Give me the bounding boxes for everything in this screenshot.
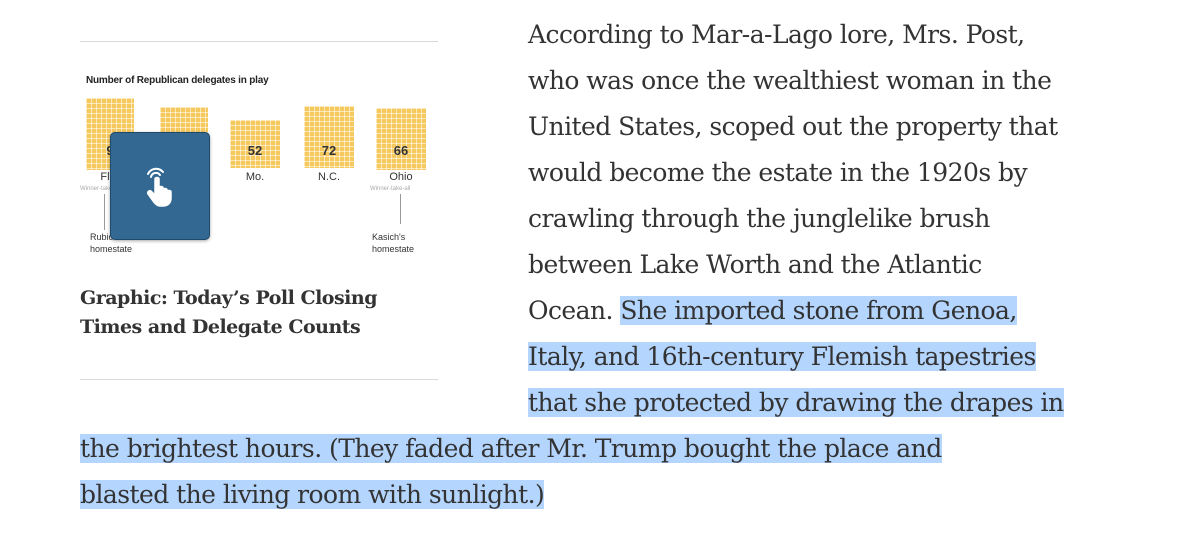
paragraph-line: According to Mar-a-Lago lore, Mrs. Post, [528,20,1025,49]
divider-bottom [80,379,438,380]
paragraph-line: would become the estate in the 1920s by [528,158,1028,187]
paragraph-line: United States, scoped out the property t… [528,112,1058,141]
paragraph-line-selected: blasted the living room with sunlight.) [80,480,545,509]
state-block-oh [376,108,426,170]
state-value-fl: 9 [85,143,135,158]
paragraph-line-selected: Italy, and 16th-century Flemish tapestri… [528,342,1036,371]
paragraph-line: between Lake Worth and the Atlantic [528,250,982,279]
tiny-note-left: Winner-take-all [80,186,121,192]
state-block-mo [230,120,280,168]
tiny-note-right: Winner-take-all [370,186,411,192]
interactive-graphic-button[interactable] [110,132,210,240]
state-block-nc [304,106,354,168]
state-value-oh: 66 [393,143,409,158]
tick-right [400,194,401,224]
paragraph-line: crawling through the junglelike brush [528,204,990,233]
tick-left [104,194,105,230]
paragraph-line-selected: that she protected by drawing the drapes… [528,388,1064,417]
paragraph-line-selected: the brightest hours. (They faded after M… [80,434,942,463]
state-value-mo: 52 [247,143,263,158]
state-name-mo: Mo. [245,171,265,183]
state-name-fl: Fl [100,171,110,183]
pointing-hand-icon [147,167,172,207]
state-name-oh: Ohio [389,171,413,183]
paragraph-line: who was once the wealthiest woman in the [528,66,1052,95]
paragraph-line-selected: Ocean. She imported stone from Genoa, [528,296,1017,325]
state-value-nc: 72 [321,143,337,158]
homestate-note-right: Kasich's homestate [372,232,415,254]
graphic-title: Number of Republican delegates in play [86,75,269,86]
graphic-caption-link[interactable]: Graphic: Today’s Poll Closing Times and … [80,287,377,338]
state-name-nc: N.C. [318,171,340,183]
homestate-note-left: Rubio's homestate [90,232,133,254]
divider-top [80,41,438,42]
